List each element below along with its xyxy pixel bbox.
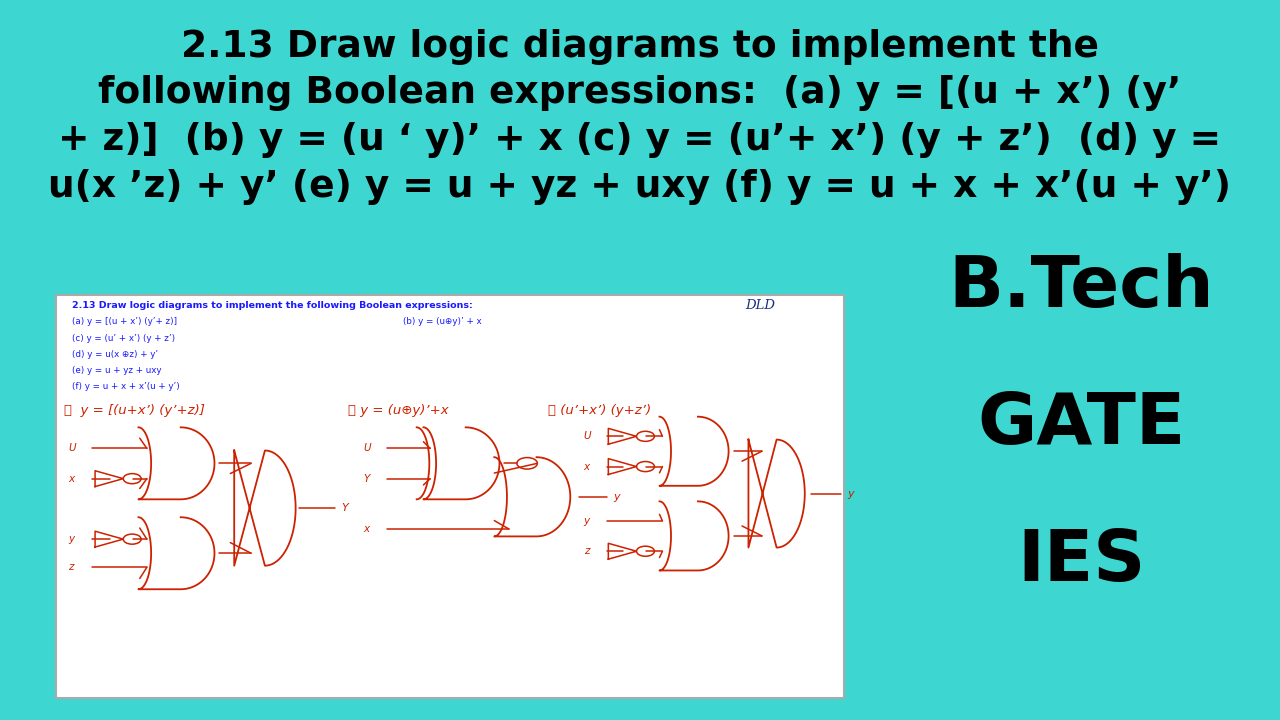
Text: U: U <box>68 444 76 454</box>
Text: GATE: GATE <box>978 390 1185 459</box>
Text: (f) y = u + x + x’(u + y’): (f) y = u + x + x’(u + y’) <box>72 382 179 391</box>
Text: Y: Y <box>364 474 370 484</box>
Text: x: x <box>68 474 74 484</box>
Text: y: y <box>584 516 590 526</box>
Text: x: x <box>584 462 590 472</box>
Text: (a) y = [(u + x’) (y’+ z)]: (a) y = [(u + x’) (y’+ z)] <box>72 318 177 326</box>
Text: y: y <box>68 534 74 544</box>
Text: ⓑ y = (u⊕y)’+x: ⓑ y = (u⊕y)’+x <box>348 404 448 417</box>
Text: (d) y = u(x ⊕z) + y’: (d) y = u(x ⊕z) + y’ <box>72 350 159 359</box>
Text: (c) y = (u’ + x’) (y + z’): (c) y = (u’ + x’) (y + z’) <box>72 333 175 343</box>
Text: ⓒ (u’+x’) (y+z’): ⓒ (u’+x’) (y+z’) <box>548 404 652 417</box>
Text: z: z <box>584 546 589 557</box>
Text: x: x <box>364 524 370 534</box>
FancyBboxPatch shape <box>56 295 844 698</box>
Text: Y: Y <box>342 503 348 513</box>
Text: U: U <box>364 444 371 454</box>
Text: (e) y = u + yz + uxy: (e) y = u + yz + uxy <box>72 366 161 374</box>
Text: 2.13 Draw logic diagrams to implement the
following Boolean expressions:  (a) y : 2.13 Draw logic diagrams to implement th… <box>49 29 1231 204</box>
Text: U: U <box>584 431 591 441</box>
Text: IES: IES <box>1018 527 1146 596</box>
Text: (b) y = (u⊕y)’ + x: (b) y = (u⊕y)’ + x <box>403 318 481 326</box>
Text: B.Tech: B.Tech <box>948 253 1215 323</box>
Text: z: z <box>68 562 74 572</box>
Text: y: y <box>613 492 620 502</box>
Text: y: y <box>847 489 854 498</box>
Text: DLD: DLD <box>745 300 776 312</box>
Text: 2.13 Draw logic diagrams to implement the following Boolean expressions:: 2.13 Draw logic diagrams to implement th… <box>72 301 472 310</box>
Text: ⓐ  y = [(u+x’) (y’+z)]: ⓐ y = [(u+x’) (y’+z)] <box>64 404 205 417</box>
